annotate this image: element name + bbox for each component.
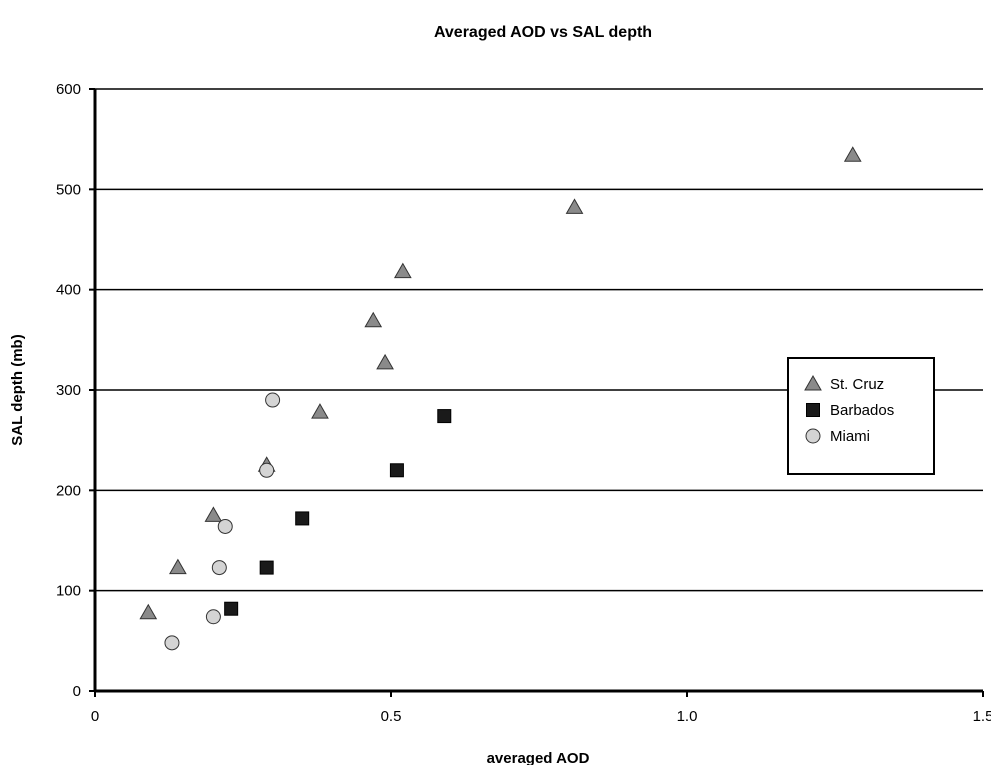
x-tick-label: 1.5 — [973, 708, 991, 725]
legend-marker-miami — [805, 428, 821, 444]
legend-items: St. Cruz Barbados Miami — [804, 374, 894, 445]
legend-label-st-cruz: St. Cruz — [830, 376, 884, 393]
x-tick-label: 0 — [91, 708, 99, 725]
y-tick-label: 400 — [56, 282, 81, 299]
miami-data-point — [259, 462, 275, 478]
st-cruz-data-point — [393, 262, 412, 279]
st-cruz-data-point — [169, 558, 187, 575]
y-tick-label: 600 — [56, 81, 81, 98]
legend-marker-barbados — [806, 403, 820, 417]
tick-labels: 0 100 200 300 400 500 600 0 0.5 1.0 1.5 — [56, 81, 991, 725]
y-tick-label: 300 — [56, 382, 81, 399]
miami-data-point — [164, 635, 180, 651]
miami-data-point — [205, 609, 221, 625]
axes — [89, 88, 984, 697]
legend: St. Cruz Barbados Miami — [787, 357, 935, 475]
legend-label-miami: Miami — [830, 428, 870, 445]
miami-data-point — [217, 518, 233, 534]
st-cruz-data-point — [204, 506, 223, 522]
data-points — [139, 146, 862, 651]
y-tick-label: 0 — [73, 683, 81, 700]
y-tick-label: 200 — [56, 482, 81, 499]
miami-data-point — [211, 560, 227, 576]
barbados-data-point — [437, 409, 452, 424]
st-cruz-data-point — [843, 146, 862, 162]
barbados-data-point — [389, 463, 404, 478]
x-tick-label: 0.5 — [381, 708, 402, 725]
grid-lines — [95, 88, 983, 592]
st-cruz-data-point — [376, 353, 394, 370]
legend-label-barbados: Barbados — [830, 402, 894, 419]
y-axis-label: SAL depth (mb) — [9, 334, 26, 445]
y-tick-label: 500 — [56, 181, 81, 198]
y-tick-label: 100 — [56, 583, 81, 600]
miami-data-point — [265, 392, 281, 408]
x-axis-label: averaged AOD — [487, 750, 590, 765]
chart-title: Averaged AOD vs SAL depth — [434, 24, 652, 41]
st-cruz-data-point — [139, 603, 158, 620]
st-cruz-data-point — [565, 198, 584, 214]
legend-marker-st-cruz — [804, 374, 822, 391]
barbados-data-point — [259, 560, 274, 575]
st-cruz-data-point — [311, 403, 329, 419]
x-tick-label: 1.0 — [677, 708, 698, 725]
st-cruz-data-point — [364, 311, 383, 328]
barbados-data-point — [295, 511, 310, 526]
barbados-data-point — [224, 601, 239, 616]
